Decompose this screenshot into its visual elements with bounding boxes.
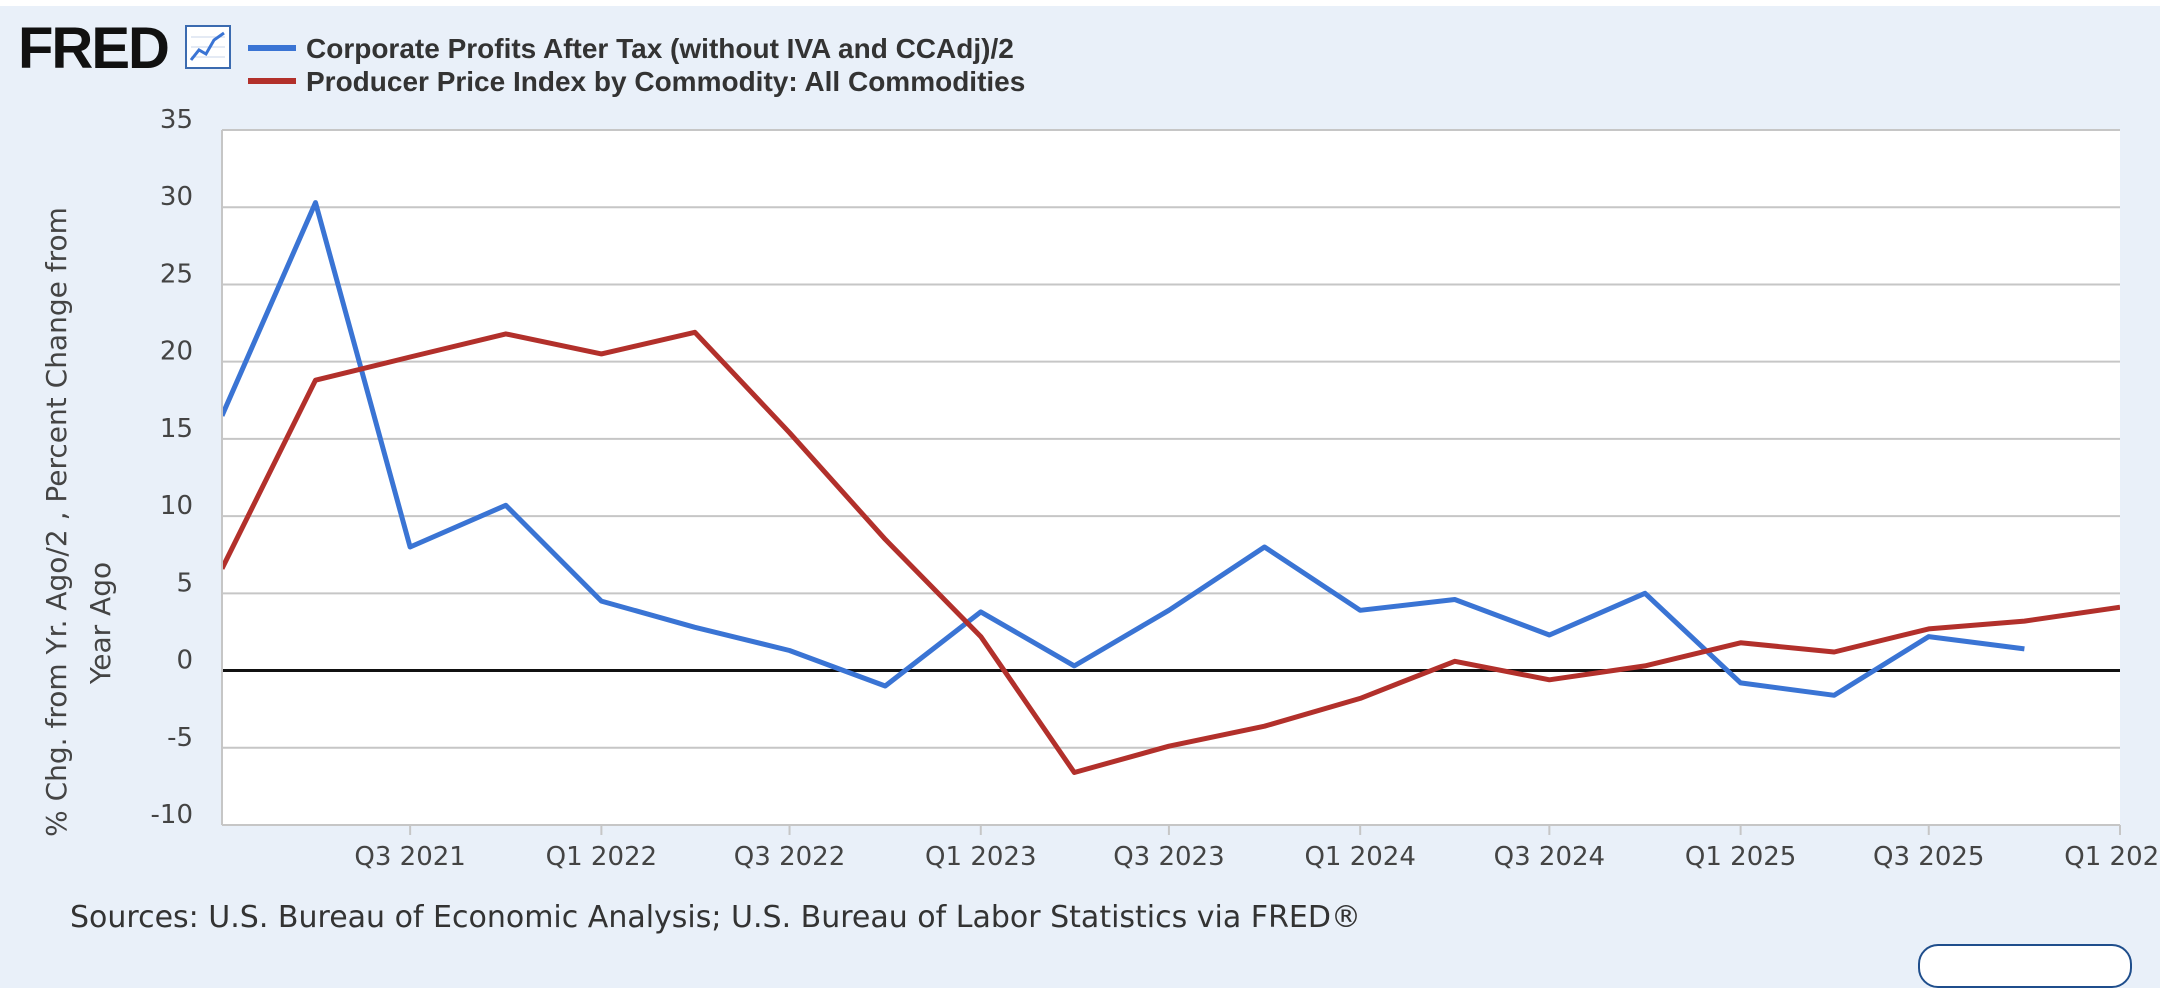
legend: Corporate Profits After Tax (without IVA… <box>248 33 1025 97</box>
line-chart-icon <box>185 25 231 69</box>
y-tick-label: 25 <box>160 259 193 289</box>
plot-area <box>222 130 2120 825</box>
y-tick-label: 0 <box>176 646 193 676</box>
y-axis-title-line-2: Year Ago <box>84 562 117 685</box>
y-tick-label: 35 <box>160 105 193 135</box>
series-line-corporate-profits[interactable] <box>222 200 2025 698</box>
x-tick-label: Q1 2023 <box>925 842 1036 872</box>
x-tick-label: Q1 2024 <box>1304 842 1415 872</box>
footer-button[interactable] <box>1918 944 2132 988</box>
y-axis-title: % Chg. from Yr. Ago/2 , Percent Change f… <box>40 207 117 837</box>
x-tick-label: Q3 2024 <box>1494 842 1605 872</box>
y-tick-label: 5 <box>176 568 193 598</box>
chart: FRED Corporate Profits After Tax (withou… <box>18 16 2160 872</box>
y-tick-label: 15 <box>160 414 193 444</box>
x-tick-label: Q3 2023 <box>1113 842 1224 872</box>
legend-label[interactable]: Producer Price Index by Commodity: All C… <box>306 66 1025 97</box>
top-frame <box>0 0 2160 6</box>
legend-label[interactable]: Corporate Profits After Tax (without IVA… <box>306 33 1014 64</box>
x-tick-label: Q1 2025 <box>1685 842 1796 872</box>
x-tick-label: Q3 2025 <box>1873 842 1984 872</box>
y-tick-label: 20 <box>160 337 193 367</box>
y-tick-label: 30 <box>160 182 193 212</box>
sources-note: Sources: U.S. Bureau of Economic Analysi… <box>70 900 1361 935</box>
x-tick-label: Q3 2022 <box>734 842 845 872</box>
y-tick-label: -5 <box>167 723 193 753</box>
y-tick-label: 10 <box>160 491 193 521</box>
y-axis-title-line-1: % Chg. from Yr. Ago/2 , Percent Change f… <box>40 207 73 837</box>
x-tick-label: Q1 2026 <box>2064 842 2160 872</box>
y-tick-label: -10 <box>151 800 193 830</box>
series-line-ppi-all-commodities[interactable] <box>222 329 2120 775</box>
x-tick-label: Q3 2021 <box>354 842 465 872</box>
x-tick-label: Q1 2022 <box>546 842 657 872</box>
fred-logo[interactable]: FRED <box>18 16 170 81</box>
